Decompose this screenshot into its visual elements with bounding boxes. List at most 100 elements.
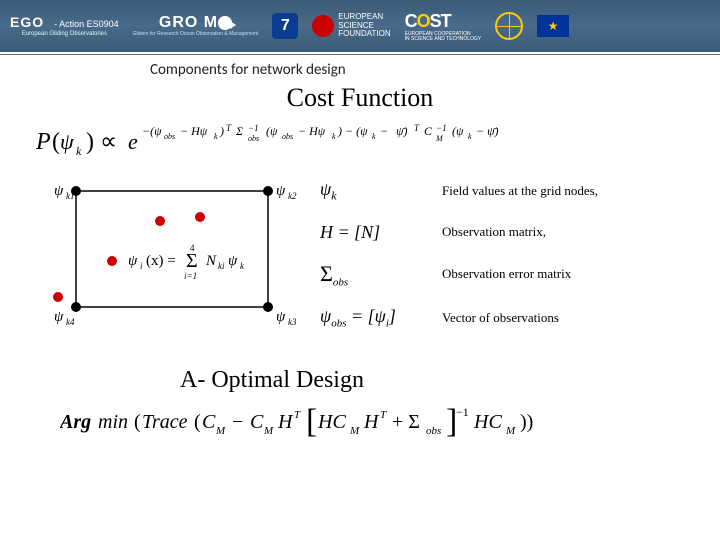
- svg-text:− Hψ: − Hψ: [180, 124, 208, 138]
- eu-flag-icon: ★: [537, 15, 569, 37]
- svg-text:M: M: [435, 134, 444, 143]
- ego-subtitle: European Gliding Observatories: [22, 31, 107, 37]
- svg-text:k2: k2: [288, 191, 297, 201]
- svg-text:HC: HC: [317, 411, 346, 433]
- ego-text: EGO: [10, 15, 44, 29]
- svg-text:−1: −1: [456, 405, 469, 419]
- svg-text:k: k: [76, 144, 82, 158]
- content-row: ψk1ψk2ψk3ψk4ψi(x) =Σ4i=1Nkiψk ψk Field v…: [0, 179, 720, 339]
- svg-text:ψ: ψ: [228, 253, 238, 269]
- svg-text:M: M: [263, 425, 274, 437]
- svg-text:T: T: [414, 123, 420, 133]
- svg-text:(: (: [52, 129, 60, 155]
- svg-text:k: k: [332, 132, 336, 141]
- svg-text:−: −: [232, 411, 243, 433]
- svg-text:Σ: Σ: [186, 250, 198, 272]
- grid-diagram-svg: ψk1ψk2ψk3ψk4ψi(x) =Σ4i=1Nkiψk: [50, 179, 310, 339]
- svg-text:+ Σ: + Σ: [392, 411, 420, 433]
- page-title: Cost Function: [0, 83, 720, 113]
- def-text: Vector of observations: [442, 310, 559, 326]
- svg-text:−: −: [380, 124, 388, 138]
- svg-text:ψ: ψ: [54, 309, 64, 325]
- svg-text:ki: ki: [218, 261, 225, 271]
- main-equation: P ( ψ k ) ∝ e −(ψ obs − Hψ k ) T Σ −1 ob…: [36, 121, 720, 163]
- svg-text:obs: obs: [426, 425, 441, 437]
- svg-text:P: P: [36, 129, 51, 155]
- svg-text:−1: −1: [248, 123, 259, 133]
- header-divider: [0, 54, 720, 55]
- fp7-badge: 7: [272, 13, 298, 39]
- svg-text:(x) =: (x) =: [146, 253, 176, 269]
- def-row: ψk Field values at the grid nodes,: [320, 179, 690, 204]
- svg-text:H: H: [363, 411, 380, 433]
- svg-text:obs: obs: [282, 132, 293, 141]
- def-symbol: H = [N]: [320, 222, 430, 243]
- svg-text:C: C: [202, 411, 216, 433]
- def-text: Field values at the grid nodes,: [442, 183, 598, 199]
- def-symbol: ψk: [320, 179, 430, 204]
- svg-text:H: H: [277, 411, 294, 433]
- svg-text:ψ̄): ψ̄): [396, 124, 407, 138]
- svg-text:) − (ψ: ) − (ψ: [337, 124, 368, 138]
- main-equation-svg: P ( ψ k ) ∝ e −(ψ obs − Hψ k ) T Σ −1 ob…: [36, 121, 696, 165]
- groom-text: GRO M: [159, 15, 232, 31]
- svg-text:− ψ̄): − ψ̄): [476, 124, 499, 138]
- svg-text:4: 4: [190, 243, 195, 253]
- svg-text:M: M: [349, 425, 360, 437]
- argmin-svg: Arg min ( Trace ( C M − C M H T [ HC M H…: [60, 402, 680, 446]
- svg-text:HC: HC: [473, 411, 502, 433]
- svg-text:C: C: [250, 411, 264, 433]
- header-bar: EGO - Action ES0904 European Gliding Obs…: [0, 0, 720, 52]
- plane-icon: [218, 16, 232, 30]
- svg-text:ψ: ψ: [128, 253, 138, 269]
- svg-text:k4: k4: [66, 317, 75, 327]
- svg-text:obs: obs: [164, 132, 175, 141]
- esf-logo: EUROPEAN SCIENCE FOUNDATION: [312, 13, 390, 39]
- ego-action: - Action ES0904: [54, 20, 119, 29]
- svg-text:)): )): [520, 411, 533, 433]
- definitions-list: ψk Field values at the grid nodes, H = […: [320, 179, 690, 339]
- svg-text:min: min: [98, 411, 128, 433]
- svg-text:(ψ: (ψ: [452, 124, 464, 138]
- svg-text:C: C: [424, 124, 433, 138]
- def-text: Observation matrix,: [442, 224, 546, 240]
- def-row: Σobs Observation error matrix: [320, 261, 690, 289]
- svg-text:e: e: [128, 129, 138, 154]
- cost-sub2: IN SCIENCE AND TECHNOLOGY: [405, 37, 482, 42]
- svg-text:− Hψ: − Hψ: [298, 124, 326, 138]
- def-row: ψobs = [ψi] Vector of observations: [320, 306, 690, 330]
- svg-text:(: (: [134, 411, 141, 433]
- groom-subtitle: Gliders for Research Ocean Observation &…: [133, 32, 259, 37]
- svg-text:): ): [219, 124, 224, 138]
- cost-logo: COST EUROPEAN COOPERATION IN SCIENCE AND…: [405, 11, 482, 42]
- svg-text:M: M: [215, 425, 226, 437]
- def-text: Observation error matrix: [442, 266, 571, 282]
- ego-logo: EGO - Action ES0904 European Gliding Obs…: [10, 15, 119, 37]
- svg-text:k1: k1: [66, 191, 75, 201]
- svg-text:T: T: [380, 409, 387, 421]
- argmin-equation: Arg min ( Trace ( C M − C M H T [ HC M H…: [60, 402, 720, 452]
- svg-text:ψ: ψ: [54, 183, 64, 199]
- svg-text:Σ: Σ: [235, 124, 243, 138]
- svg-text:−(ψ: −(ψ: [142, 124, 162, 138]
- svg-text:Trace: Trace: [142, 411, 188, 433]
- svg-text:k: k: [468, 132, 472, 141]
- svg-text:ψ: ψ: [276, 309, 286, 325]
- svg-text:M: M: [505, 425, 516, 437]
- grid-diagram: ψk1ψk2ψk3ψk4ψi(x) =Σ4i=1Nkiψk: [50, 179, 300, 339]
- def-symbol: Σobs: [320, 261, 430, 289]
- svg-text:(: (: [194, 411, 201, 433]
- svg-text:∝: ∝: [100, 129, 117, 155]
- svg-text:i: i: [140, 261, 143, 271]
- esf-line3: FOUNDATION: [338, 30, 390, 39]
- esf-badge-icon: [312, 15, 334, 37]
- def-symbol: ψobs = [ψi]: [320, 306, 430, 330]
- svg-text:Arg: Arg: [60, 411, 91, 433]
- svg-text:i=1: i=1: [184, 271, 197, 281]
- svg-text:T: T: [226, 123, 232, 133]
- svg-text:k: k: [240, 261, 245, 271]
- a-optimal-title: A- Optimal Design: [180, 367, 720, 394]
- svg-text:T: T: [294, 409, 301, 421]
- groom-logo: GRO M Gliders for Research Ocean Observa…: [133, 15, 259, 37]
- svg-text:k: k: [372, 132, 376, 141]
